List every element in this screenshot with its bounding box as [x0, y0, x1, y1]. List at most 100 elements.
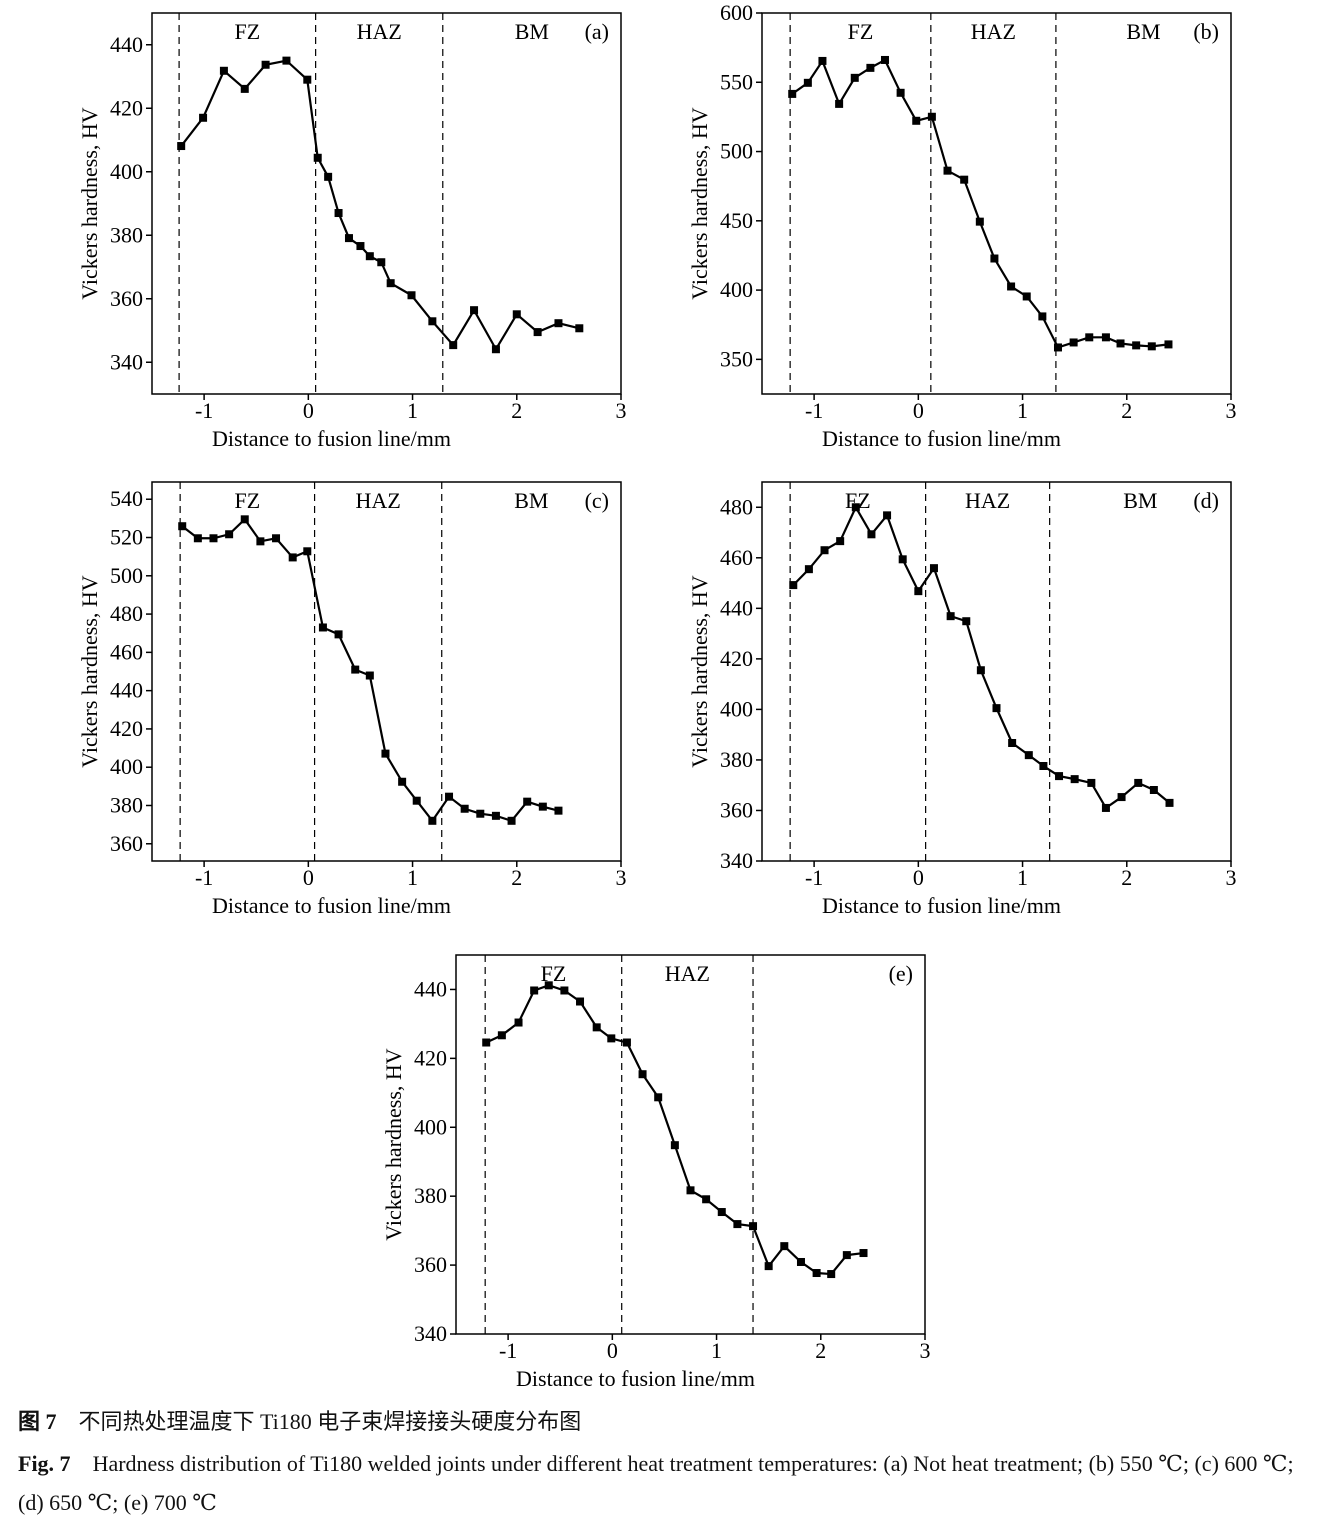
plot-frame	[761, 481, 1232, 862]
x-axis-label: Distance to fusion line/mm	[212, 893, 451, 918]
x-tick-label: 3	[920, 1338, 931, 1363]
data-point	[225, 530, 234, 539]
data-point	[1070, 775, 1079, 784]
data-line	[485, 984, 864, 1276]
y-tick-label: 420	[110, 95, 143, 120]
panel-label: (c)	[585, 488, 609, 513]
data-point	[1101, 333, 1110, 342]
data-point	[219, 66, 228, 75]
data-point	[976, 666, 985, 675]
data-point	[445, 792, 454, 801]
x-tick-label: 2	[511, 865, 522, 890]
data-point	[702, 1195, 711, 1204]
y-tick-label: 440	[110, 678, 143, 703]
data-point	[412, 796, 421, 805]
x-tick-label: -1	[805, 865, 823, 890]
chart-panel: -1 0 1 2 3 350 400 450 500 550 600 Distance to fusi…	[687, 0, 1237, 451]
plot-frame	[151, 481, 622, 862]
data-point	[867, 530, 876, 539]
x-tick-label: 1	[1017, 398, 1028, 423]
data-point	[398, 777, 407, 786]
data-point	[866, 63, 875, 72]
data-point	[1007, 282, 1016, 291]
zone-label: BM	[515, 19, 549, 44]
y-tick-label: 440	[110, 32, 143, 57]
chart-panel: -1 0 1 2 3 340 360 380 400 420 440 Distance to fusi…	[381, 954, 931, 1391]
x-tick-label: 3	[616, 865, 627, 890]
data-point	[288, 553, 297, 562]
data-point	[470, 306, 479, 315]
y-tick-label: 400	[720, 277, 753, 302]
data-point	[1069, 338, 1078, 347]
data-point	[1165, 798, 1174, 807]
data-point	[533, 328, 542, 337]
y-tick-label: 440	[720, 595, 753, 620]
data-point	[717, 1208, 726, 1217]
y-tick-label: 400	[720, 696, 753, 721]
data-point	[324, 172, 333, 181]
x-axis-label: Distance to fusion line/mm	[822, 893, 1061, 918]
data-point	[313, 153, 322, 162]
x-tick-label: 0	[913, 398, 924, 423]
x-tick-label: 2	[511, 398, 522, 423]
zone-label: HAZ	[357, 19, 402, 44]
data-point	[804, 565, 813, 574]
data-point	[733, 1220, 742, 1229]
caption-label: Fig. 7	[18, 1451, 71, 1476]
data-point	[449, 341, 458, 350]
data-point	[491, 345, 500, 354]
data-point	[365, 671, 374, 680]
y-tick-label: 380	[110, 792, 143, 817]
data-point	[943, 166, 952, 175]
data-point	[1134, 778, 1143, 787]
panel-label: (d)	[1193, 488, 1219, 513]
data-point	[351, 665, 360, 674]
plot-frame	[455, 954, 926, 1335]
data-point	[282, 56, 291, 65]
data-point	[381, 749, 390, 758]
data-point	[482, 1038, 491, 1047]
data-point	[1164, 340, 1173, 349]
data-point	[1116, 339, 1125, 348]
data-point	[386, 279, 395, 288]
caption-cn: 图 7 不同热处理温度下 Ti180 电子束焊接接头硬度分布图	[18, 1402, 1308, 1441]
plot-frame	[151, 12, 622, 395]
data-point	[818, 56, 827, 65]
x-tick-label: 3	[1226, 865, 1237, 890]
y-tick-label: 440	[414, 976, 447, 1001]
data-point	[303, 75, 312, 84]
data-point	[803, 78, 812, 87]
panel-label: (b)	[1193, 19, 1219, 44]
y-tick-label: 500	[720, 139, 753, 164]
data-point	[788, 89, 797, 98]
data-line	[181, 517, 559, 823]
data-point	[261, 60, 270, 69]
x-tick-label: 2	[1121, 865, 1132, 890]
panel-label: (a)	[585, 19, 609, 44]
caption-text: Hardness distribution of Ti180 welded jo…	[18, 1451, 1294, 1515]
data-point	[929, 564, 938, 573]
data-point	[1087, 778, 1096, 787]
y-tick-label: 360	[110, 831, 143, 856]
data-point	[1117, 793, 1126, 802]
data-point	[592, 1023, 601, 1032]
data-point	[927, 112, 936, 121]
data-line	[791, 58, 1169, 349]
y-tick-label: 460	[110, 639, 143, 664]
data-point	[859, 1249, 868, 1258]
zone-label: HAZ	[665, 961, 710, 986]
zone-label: FZ	[235, 488, 261, 513]
data-point	[764, 1262, 773, 1271]
data-point	[576, 997, 585, 1006]
data-point	[1101, 803, 1110, 812]
x-tick-label: 3	[616, 398, 627, 423]
y-tick-label: 350	[720, 346, 753, 371]
zone-label: FZ	[235, 19, 261, 44]
data-point	[962, 617, 971, 626]
x-tick-label: 1	[407, 398, 418, 423]
data-point	[880, 55, 889, 64]
x-tick-label: 2	[815, 1338, 826, 1363]
zone-label: HAZ	[971, 19, 1016, 44]
data-point	[476, 809, 485, 818]
